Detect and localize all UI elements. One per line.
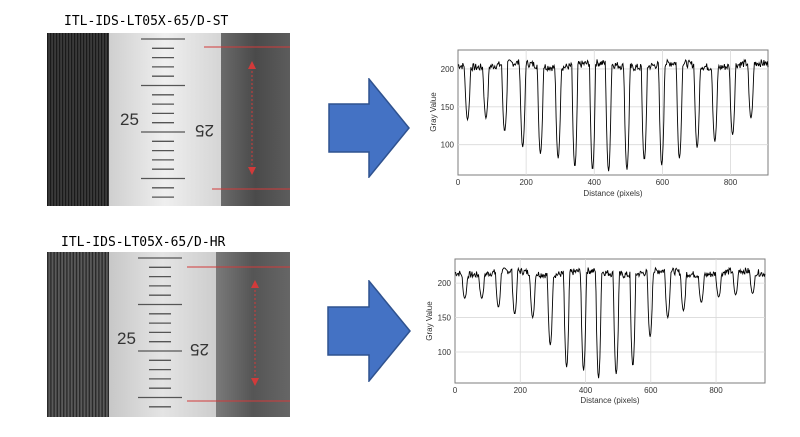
panel-2-y-tick-label: 150 — [438, 314, 452, 323]
panel-2-ruler-ticks — [138, 257, 182, 408]
panel-1-x-tick-label: 400 — [588, 178, 602, 187]
panel-1-x-tick-label: 600 — [656, 178, 670, 187]
panel-2-y-axis-label: Gray Value — [425, 301, 434, 341]
panel-1-red-arrowhead-up — [248, 61, 256, 69]
panel-2-red-arrowhead-down — [251, 378, 259, 386]
panel-1-x-axis-label: Distance (pixels) — [583, 189, 642, 198]
panel-2-x-tick-label: 800 — [709, 386, 723, 395]
panel-2-x-tick-label: 600 — [644, 386, 658, 395]
panel-2-x-ticks: 0 200 400 600 800 — [453, 386, 723, 395]
panel-1-profile-line — [457, 58, 769, 172]
panel-1-y-axis-label: Gray Value — [429, 92, 438, 132]
panel-1-x-tick-label: 0 — [456, 178, 461, 187]
panel-2-x-tick-label: 400 — [579, 386, 593, 395]
panel-2-image: 25 25 — [47, 252, 290, 417]
panel-2-x-tick-label: 200 — [514, 386, 528, 395]
panel-2-y-ticks: 100 150 200 — [438, 279, 452, 357]
panel-1-scale-label-left: 25 — [120, 110, 139, 129]
panel-2-scale-label-right: 25 — [190, 340, 209, 359]
panel-1-x-tick-label: 200 — [519, 178, 533, 187]
panel-1-red-arrowhead-down — [248, 167, 256, 175]
panel-2-red-arrowhead-up — [251, 280, 259, 288]
panel-1-profile-plot: 0 200 400 600 800 100 150 200 Distance (pixels… — [429, 49, 769, 198]
panel-1-right-arrow-icon — [328, 78, 410, 178]
panel-1-y-tick-label: 100 — [441, 141, 455, 150]
panel-1-x-ticks: 0 200 400 600 800 — [456, 178, 738, 187]
panel-2-profile-plot: 0 200 400 600 800 100 150 200 Distance (pixels… — [425, 258, 766, 405]
panel-1-title: ITL-IDS-LT05X-65/D-ST — [64, 14, 229, 29]
panel-2-scale-label-left: 25 — [117, 329, 136, 348]
panel-1-scale-label-right: 25 — [195, 121, 214, 140]
panel-1-y-tick-label: 150 — [441, 103, 455, 112]
panel-1-image: 25 25 — [47, 33, 290, 206]
panel-2-profile-line — [454, 266, 766, 379]
panel-2-plot-frame — [454, 258, 766, 384]
panel-2-right-arrow-icon — [327, 280, 411, 382]
panel-2-y-tick-label: 100 — [438, 348, 452, 357]
panel-2-y-tick-label: 200 — [438, 279, 452, 288]
panel-1-x-tick-label: 800 — [724, 178, 738, 187]
panel-2-x-tick-label: 0 — [453, 386, 458, 395]
panel-1-y-tick-label: 200 — [441, 65, 455, 74]
panel-1-ruler-ticks — [141, 38, 185, 198]
panel-2-x-axis-label: Distance (pixels) — [580, 396, 639, 405]
panel-2-grid — [455, 259, 765, 383]
panel-2-title: ITL-IDS-LT05X-65/D-HR — [61, 235, 226, 250]
panel-1-y-ticks: 100 150 200 — [441, 65, 455, 150]
